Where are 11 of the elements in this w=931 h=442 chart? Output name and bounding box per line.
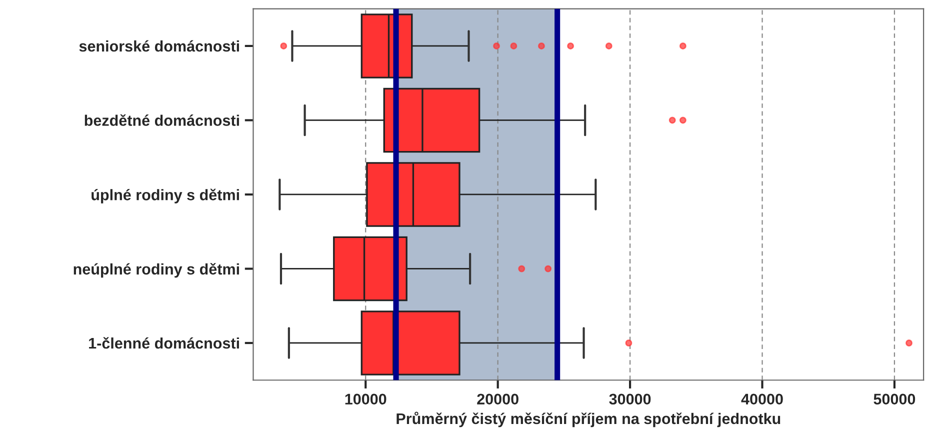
y-tick-label: úplné rodiny s dětmi: [92, 188, 239, 204]
x-tick-label: 50000: [874, 394, 916, 405]
x-tick-label: 20000: [477, 394, 518, 405]
y-tick-label: neúplné rodiny s dětmi: [74, 263, 239, 278]
y-tick-label: seniorské domácnosti: [79, 40, 239, 52]
x-axis-title: Průměrný čistý měsíční příjem na spotřební jednotku: [396, 412, 780, 428]
y-tick-label: 1-členné domácnosti: [89, 337, 239, 349]
x-tick-label: 30000: [609, 394, 651, 405]
y-tick-label: bezdětné domácnosti: [84, 114, 239, 126]
x-tick-label: 40000: [741, 394, 783, 405]
x-tick-label: 10000: [345, 394, 386, 405]
